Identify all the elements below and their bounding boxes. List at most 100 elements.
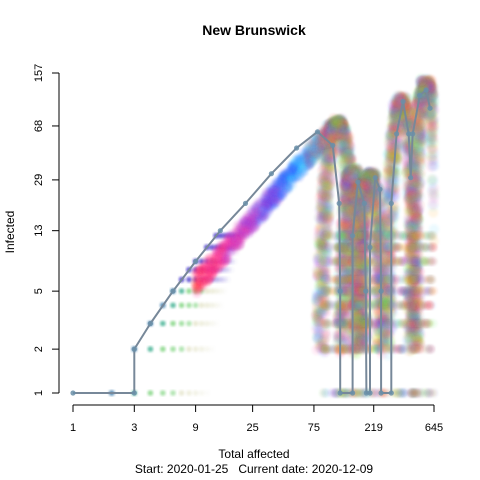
- simulation-point: [178, 302, 185, 309]
- simulation-point: [313, 266, 324, 277]
- simulation-point: [340, 275, 349, 284]
- simulation-point: [213, 302, 219, 309]
- simulation-point: [178, 390, 185, 396]
- simulation-point: [160, 390, 166, 396]
- simulation-point: [186, 302, 192, 309]
- simulation-point: [213, 320, 219, 327]
- chart-title: New Brunswick: [202, 22, 306, 38]
- simulation-point: [337, 153, 348, 164]
- simulation-point: [192, 320, 199, 327]
- simulation-point: [192, 390, 199, 396]
- simulation-point: [294, 156, 304, 166]
- simulation-point: [186, 320, 192, 327]
- simulation-point: [178, 288, 185, 294]
- simulation-point: [204, 346, 210, 352]
- simulation-point: [346, 162, 357, 173]
- simulation-point: [198, 320, 205, 327]
- simulation-point: [186, 288, 192, 294]
- simulation-point: [221, 288, 227, 294]
- simulation-point: [186, 390, 192, 396]
- simulation-point: [318, 190, 329, 201]
- simulation-point: [160, 320, 166, 327]
- simulation-point: [204, 390, 210, 396]
- simulation-point: [325, 275, 334, 284]
- simulation-point: [277, 187, 287, 197]
- simulation-point: [286, 175, 296, 185]
- simulation-point: [208, 320, 215, 327]
- simulation-point: [372, 243, 380, 252]
- simulation-point: [224, 276, 231, 283]
- simulation-point: [170, 320, 176, 327]
- simulation-point: [262, 200, 272, 209]
- simulation-point: [228, 267, 234, 273]
- simulation-point: [208, 288, 215, 294]
- simulation-point: [231, 235, 241, 245]
- simulation-point: [213, 288, 219, 294]
- simulation-point: [339, 124, 350, 135]
- simulation-point: [334, 345, 343, 354]
- simulation-point: [192, 346, 199, 352]
- simulation-point: [321, 214, 332, 225]
- simulation-point: [170, 302, 176, 309]
- simulation-point: [170, 346, 176, 352]
- simulation-point: [208, 302, 215, 309]
- simulation-point: [361, 178, 372, 189]
- simulation-point: [147, 390, 154, 396]
- simulation-point: [271, 186, 281, 196]
- simulation-point: [343, 134, 354, 145]
- simulation-point: [334, 139, 345, 150]
- simulation-point: [306, 157, 316, 167]
- simulation-point: [204, 288, 210, 294]
- simulation-point: [202, 260, 212, 270]
- simulation-point: [170, 390, 176, 396]
- simulation-point: [320, 257, 329, 266]
- simulation-point: [178, 320, 185, 327]
- simulation-point: [204, 302, 210, 309]
- simulation-point: [339, 220, 350, 231]
- simulation-point: [320, 149, 331, 160]
- simulation-point: [238, 229, 248, 239]
- simulation-point: [204, 320, 210, 327]
- simulation-point: [353, 257, 361, 266]
- simulation-point: [371, 257, 380, 266]
- simulation-point: [198, 346, 205, 352]
- simulation-point: [274, 178, 283, 188]
- simulation-point: [217, 302, 224, 309]
- simulation-point: [251, 202, 260, 212]
- simulation-cloud: [108, 73, 439, 397]
- simulation-point: [299, 167, 309, 176]
- simulation-point: [334, 319, 343, 328]
- simulation-point: [208, 346, 215, 352]
- simulation-point: [287, 163, 297, 173]
- simulation-point: [344, 143, 355, 154]
- simulation-point: [354, 301, 363, 310]
- simulation-point: [318, 243, 327, 252]
- simulation-point: [222, 241, 232, 250]
- simulation-point: [192, 302, 199, 309]
- simulation-point: [231, 258, 238, 265]
- simulation-point: [279, 168, 289, 178]
- simulation-point: [198, 302, 205, 309]
- simulation-point: [355, 345, 364, 354]
- simulation-point: [325, 243, 334, 252]
- simulation-point: [325, 301, 334, 310]
- simulation-point: [319, 327, 330, 338]
- simulation-point: [147, 346, 154, 352]
- simulation-point: [160, 346, 166, 352]
- simulation-point: [331, 119, 342, 130]
- simulation-point: [249, 224, 259, 234]
- simulation-point: [321, 345, 329, 354]
- simulation-point: [186, 346, 192, 352]
- simulation-point: [186, 276, 192, 283]
- simulation-point: [240, 217, 250, 227]
- simulation-point: [319, 389, 328, 397]
- simulation-point: [357, 275, 365, 284]
- simulation-point: [202, 277, 212, 286]
- simulation-point: [178, 346, 185, 352]
- simulation-point: [341, 209, 352, 220]
- simulation-point: [198, 390, 205, 396]
- simulation-point: [212, 256, 222, 266]
- simulation-point: [320, 231, 329, 240]
- simulation-point: [354, 327, 365, 338]
